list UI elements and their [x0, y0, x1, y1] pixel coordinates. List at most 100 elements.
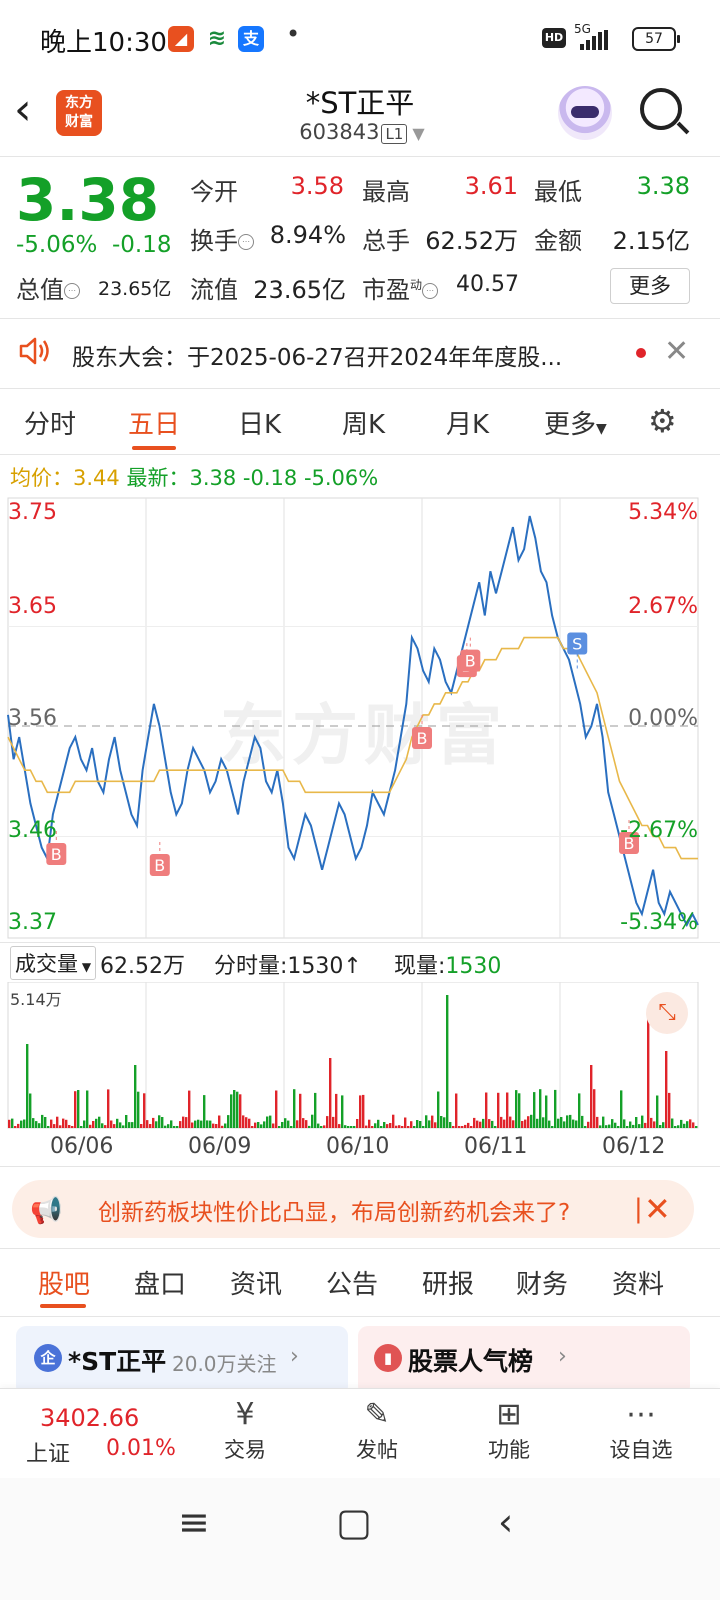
y-tick-left: 3.65: [8, 594, 57, 619]
search-icon[interactable]: [640, 88, 682, 130]
volume-bar: [620, 1090, 623, 1128]
price-chart[interactable]: BBBBBSB: [0, 496, 720, 940]
tab-intraday[interactable]: 分时: [24, 410, 77, 440]
info-icon[interactable]: ⋯: [64, 283, 80, 299]
stock-title: *ST正平: [305, 86, 415, 120]
signal-icon: [580, 30, 608, 50]
card-followers: 20.0万关注: [172, 1352, 277, 1376]
add-watchlist-label: 设自选: [609, 1438, 673, 1462]
volume-bar: [461, 1126, 464, 1128]
volume-bar: [140, 1124, 143, 1128]
volume-bar: [293, 1089, 296, 1128]
avg-label: 均价：: [10, 466, 73, 490]
volume-bar: [218, 1115, 221, 1128]
volume-bar: [581, 1115, 584, 1128]
volume-chart[interactable]: [0, 982, 720, 1130]
x-tick: 06/12: [602, 1134, 666, 1159]
home-icon[interactable]: ▢: [336, 1500, 372, 1544]
tab-news[interactable]: 资讯: [230, 1270, 283, 1300]
volume-bar: [671, 1118, 674, 1128]
volume-bar: [587, 1121, 590, 1128]
y-tick-right: -5.34%: [620, 910, 698, 935]
more-button[interactable]: 更多: [610, 268, 690, 304]
menu-icon[interactable]: ≡: [178, 1500, 210, 1544]
tab-weekly-k[interactable]: 周K: [342, 410, 386, 440]
volume-bar: [374, 1123, 377, 1128]
chevron-right-icon: ›: [290, 1344, 299, 1369]
volume-bar: [548, 1120, 551, 1128]
volume-bar: [35, 1121, 38, 1128]
volume-bar: [530, 1114, 533, 1128]
volume-bar: [662, 1122, 665, 1128]
volume-bar: [680, 1119, 683, 1128]
popularity-card[interactable]: [358, 1326, 690, 1396]
volume-bar: [560, 1117, 563, 1128]
index-value[interactable]: 3402.66: [40, 1404, 140, 1432]
tab-monthly-k[interactable]: 月K: [446, 410, 490, 440]
stock-code[interactable]: 603843 L1 ▼: [262, 120, 462, 144]
stock-forum-card[interactable]: [16, 1326, 348, 1396]
tab-orderbook[interactable]: 盘口: [134, 1270, 187, 1300]
amount-label: 金额: [534, 227, 582, 255]
post-button[interactable]: ✎ 发帖: [332, 1396, 422, 1464]
float-value: 23.65亿: [253, 276, 346, 304]
status-time: 晚上10:30: [40, 28, 167, 58]
tab-daily-k[interactable]: 日K: [238, 410, 282, 440]
tab-announcements[interactable]: 公告: [326, 1270, 379, 1300]
tab-research[interactable]: 研报: [422, 1270, 475, 1300]
tab-underline: [40, 1304, 86, 1308]
assistant-robot-icon[interactable]: [558, 86, 612, 140]
tab-finance[interactable]: 财务: [516, 1270, 569, 1300]
trade-marker-label: B: [465, 652, 476, 671]
index-percent[interactable]: 0.01%: [106, 1436, 176, 1461]
volume-bar: [686, 1121, 689, 1128]
volume-bar: [329, 1058, 332, 1128]
volume-bar: [338, 1124, 341, 1128]
volume-bar: [104, 1125, 107, 1128]
info-icon[interactable]: ⋯: [238, 234, 254, 250]
back-nav-icon[interactable]: ‹: [498, 1500, 514, 1544]
back-button[interactable]: ‹: [14, 84, 32, 135]
tab-five-day[interactable]: 五日: [128, 410, 181, 440]
volume-bar: [404, 1117, 407, 1128]
index-name[interactable]: 上证: [26, 1442, 71, 1467]
volume-bar: [275, 1090, 278, 1128]
volume-bar: [203, 1095, 206, 1128]
functions-button[interactable]: ⊞ 功能: [464, 1396, 554, 1464]
info-icon[interactable]: ⋯: [422, 283, 439, 299]
volume-bar: [41, 1114, 44, 1128]
volume-bar: [473, 1117, 476, 1128]
gear-icon[interactable]: ⚙: [648, 402, 677, 440]
tab-profile[interactable]: 资料: [612, 1270, 665, 1300]
volume-bar: [344, 1125, 347, 1128]
notice-text[interactable]: 股东大会：于2025-06-27召开2024年年度股...: [72, 345, 563, 371]
divider: [0, 1166, 720, 1167]
tick-volume-value: 1530: [287, 954, 344, 979]
app-logo[interactable]: 东方 财富: [56, 90, 102, 136]
volume-bar: [260, 1124, 263, 1128]
volume-bar: [128, 1122, 131, 1128]
volume-bar: [38, 1123, 41, 1128]
volume-bar: [335, 1093, 338, 1128]
tab-forum[interactable]: 股吧: [38, 1270, 91, 1300]
add-watchlist-button[interactable]: ⋯ 设自选: [596, 1396, 686, 1464]
expand-icon[interactable]: ⤡: [646, 992, 688, 1034]
volume-bar: [464, 1124, 467, 1128]
volume-selector[interactable]: 成交量 ▼: [10, 946, 97, 980]
promo-text[interactable]: 创新药板块性价比凸显，布局创新药机会来了?: [98, 1200, 571, 1226]
volume-bar: [284, 1118, 287, 1128]
volume-bar: [479, 1121, 482, 1128]
volume-bar: [413, 1126, 416, 1128]
volume-bar: [539, 1089, 542, 1128]
tab-more[interactable]: 更多▼: [544, 404, 607, 441]
close-icon[interactable]: ✕: [644, 1190, 671, 1228]
volume-bar: [692, 1122, 695, 1128]
volume-bar: [188, 1090, 191, 1128]
volume-bar: [605, 1125, 608, 1128]
volume-bar: [47, 1126, 50, 1128]
trade-button[interactable]: ¥ 交易: [200, 1396, 290, 1464]
volume-bar: [98, 1116, 101, 1128]
promo-banner[interactable]: [12, 1180, 694, 1238]
y-tick-left: 3.75: [8, 500, 57, 525]
close-icon[interactable]: ✕: [664, 334, 690, 369]
